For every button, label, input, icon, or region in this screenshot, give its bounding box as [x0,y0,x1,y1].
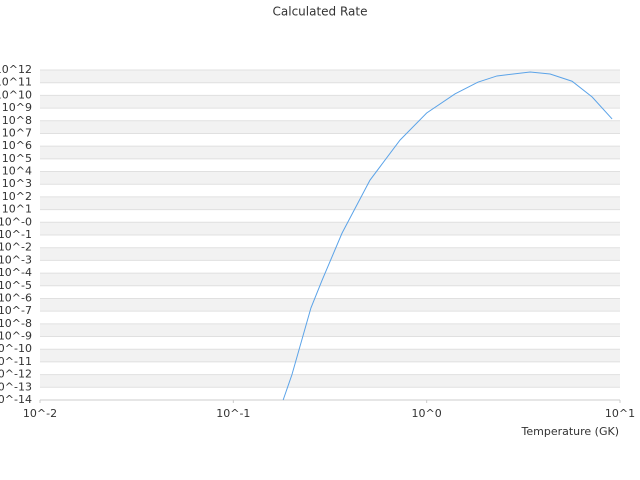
data-line [282,71,613,401]
y-tick-label: 10^-7 [0,304,32,317]
grid-band [40,235,620,248]
y-tick-label: 10^9 [2,101,32,114]
grid-band [40,374,620,388]
grid-band [40,70,620,83]
grid-band [40,95,620,109]
grid-band [40,120,620,134]
y-tick-label: 10^-9 [0,330,32,343]
x-axis-label: Temperature (GK) [521,425,620,438]
y-tick-label: 10^12 [0,63,32,76]
grid-band [40,361,620,375]
y-tick-label: 10^-12 [0,368,32,381]
grid-band [40,387,620,400]
grid-band [40,196,620,210]
y-tick-label: 10^-8 [0,317,32,330]
grid-band [40,247,620,261]
x-tick-label: 10^-2 [23,407,57,420]
y-tick-label: 10^10 [0,88,32,101]
y-tick-label: 10^-13 [0,380,32,393]
grid-band [40,273,620,286]
y-tick-label: 10^-6 [0,291,32,304]
y-tick-label: 10^-11 [0,355,32,368]
grid-band [40,133,620,147]
y-tick-label: 10^4 [2,165,32,178]
y-tick-label: 10^-5 [0,279,32,292]
y-tick-label: 10^-1 [0,228,32,241]
y-tick-label: 10^-10 [0,342,32,355]
y-tick-label: 10^1 [2,203,32,216]
grid-band [40,222,620,235]
y-tick-label: 10^2 [2,190,32,203]
grid-band [40,184,620,197]
grid-band [40,209,620,223]
y-tick-label: 10^11 [0,76,32,89]
grid-band [40,158,620,172]
x-tick-label: 10^-1 [216,407,250,420]
x-tick-label: 10^0 [412,407,442,420]
grid-band [40,260,620,274]
y-tick-label: 10^-4 [0,266,32,279]
x-tick-label: 10^1 [605,407,635,420]
grid-band [40,82,620,96]
y-tick-label: 10^7 [2,126,32,139]
grid-band [40,349,620,362]
chart-title: Calculated Rate [273,5,368,19]
y-tick-label: 10^-3 [0,253,32,266]
y-tick-label: 10^-2 [0,241,32,254]
y-tick-label: 10^5 [2,152,32,165]
y-tick-label: 10^6 [2,139,32,152]
grid-band [40,311,620,324]
grid-band [40,108,620,121]
grid-band [40,336,620,350]
grid-band [40,285,620,299]
y-tick-label: 10^-0 [0,215,32,228]
grid-band [40,146,620,159]
y-tick-label: 10^-14 [0,393,32,406]
y-tick-label: 10^8 [2,114,32,127]
grid-band [40,323,620,337]
y-tick-label: 10^3 [2,177,32,190]
grid-band [40,298,620,312]
grid-band [40,171,620,185]
